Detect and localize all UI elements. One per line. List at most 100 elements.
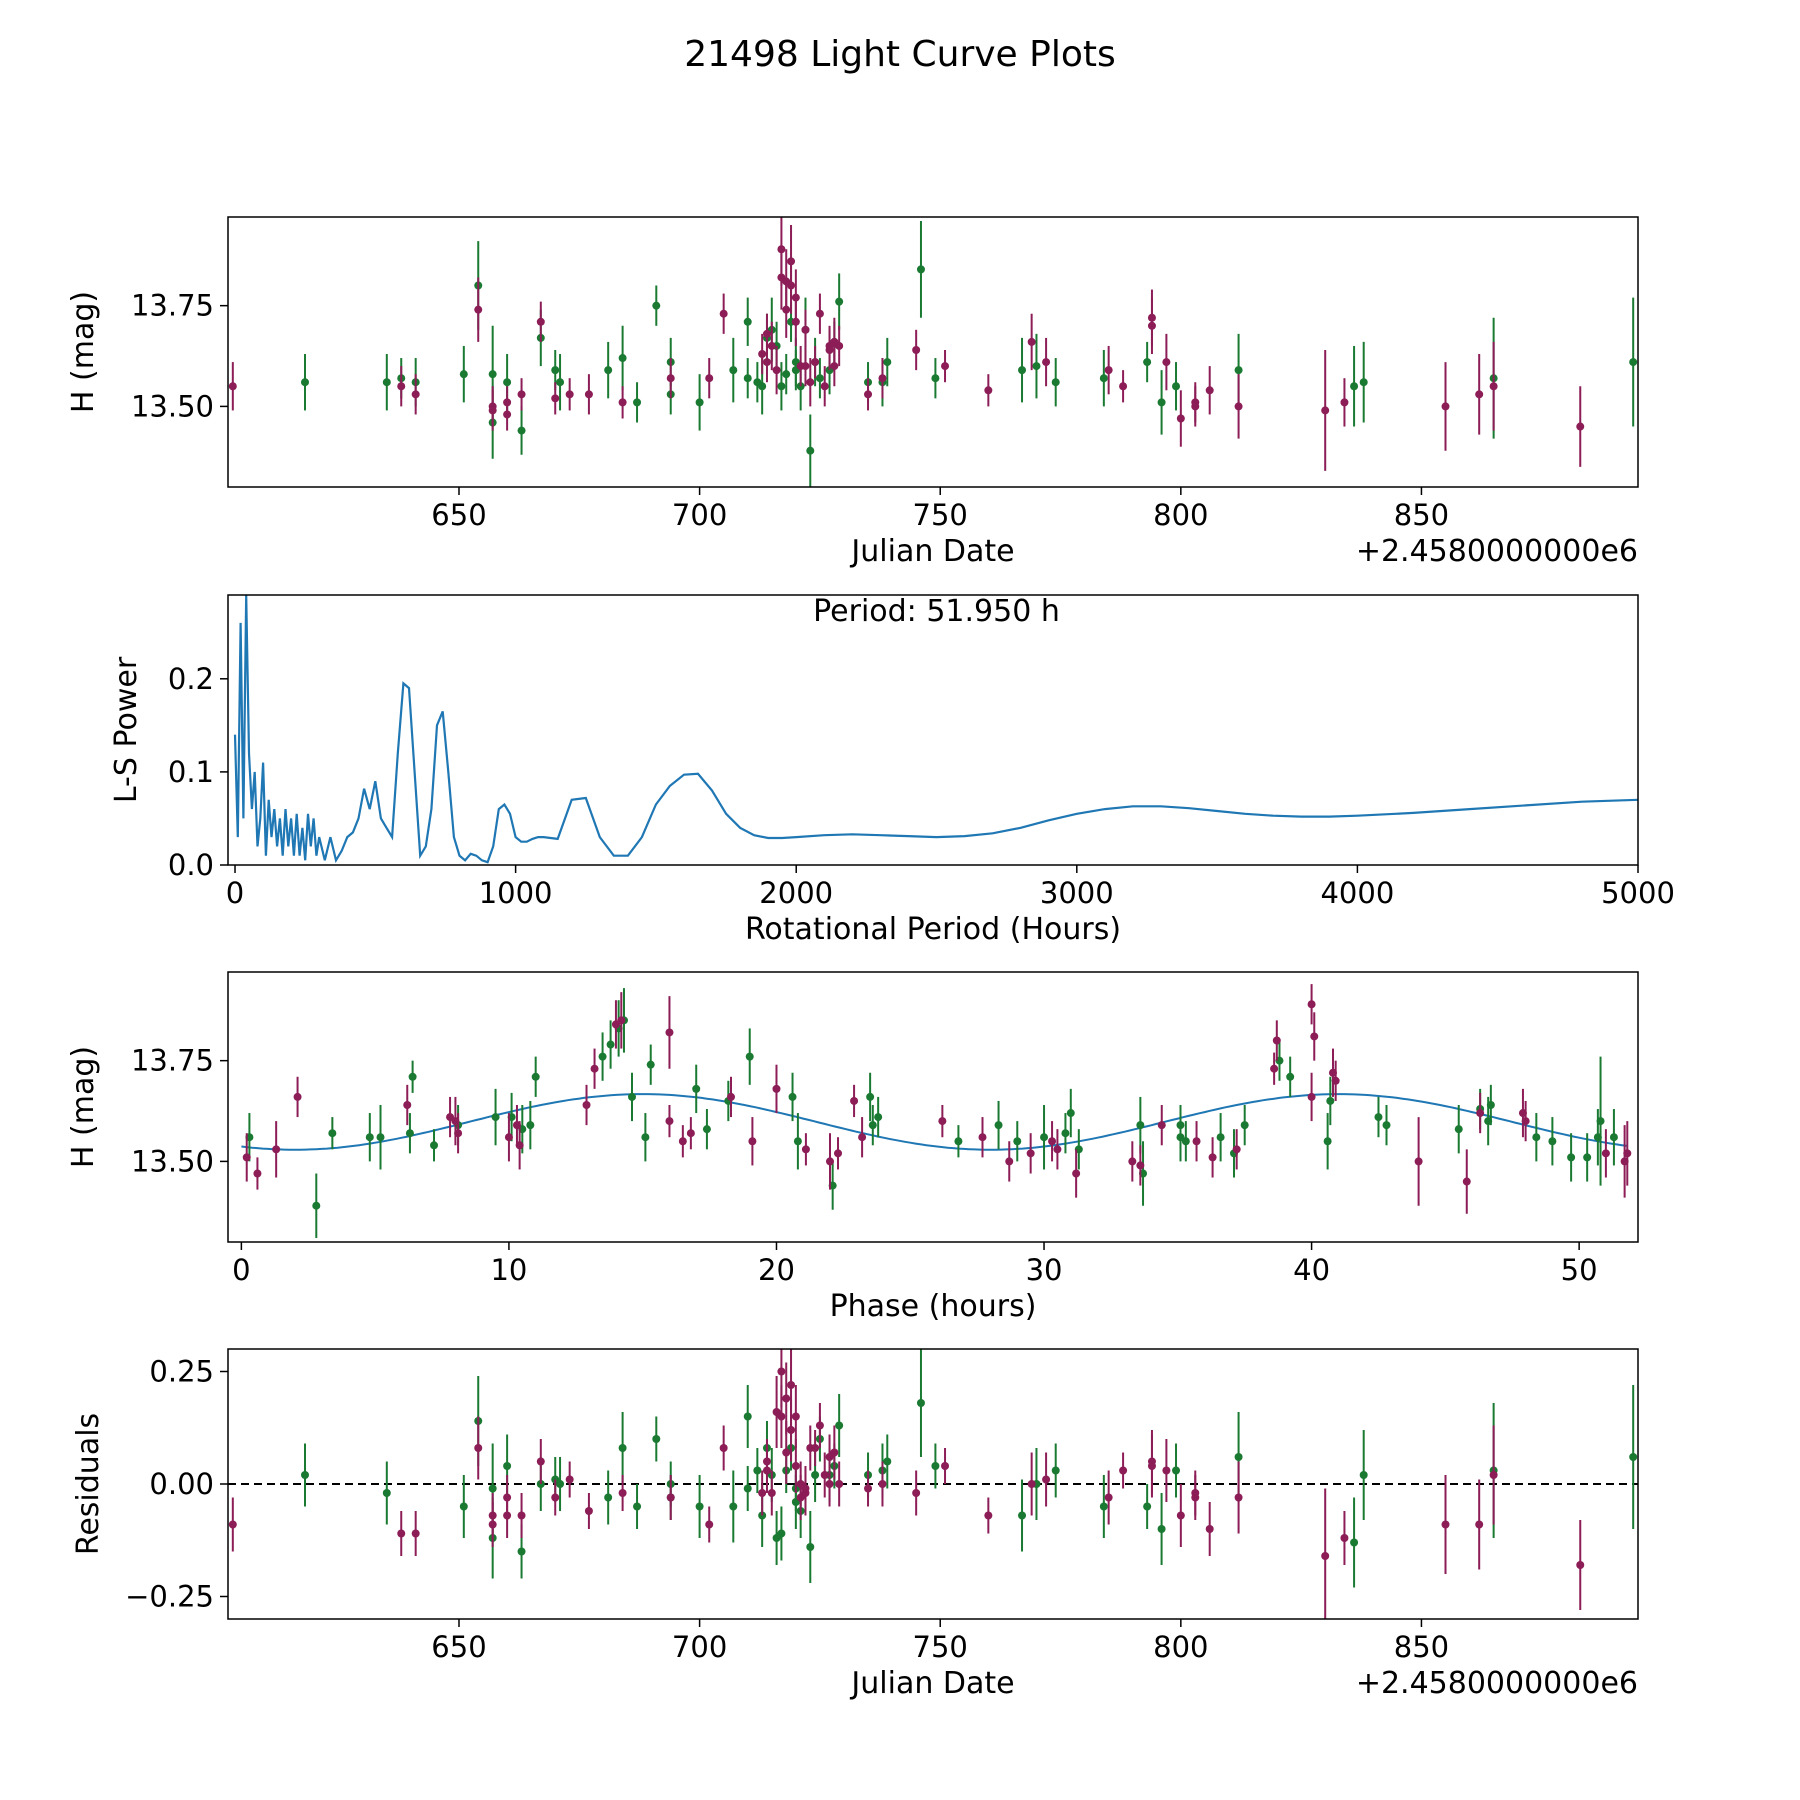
marker bbox=[1099, 1502, 1108, 1511]
x-tick-label: 0 bbox=[226, 876, 244, 910]
marker bbox=[801, 362, 810, 371]
marker bbox=[503, 1462, 512, 1470]
marker bbox=[758, 1489, 767, 1497]
data-point-magenta bbox=[984, 1497, 993, 1534]
marker bbox=[1576, 1561, 1585, 1569]
data-point-magenta bbox=[1270, 1052, 1279, 1085]
marker bbox=[300, 378, 309, 387]
marker bbox=[382, 378, 391, 387]
data-point-green bbox=[1286, 1056, 1295, 1097]
marker bbox=[850, 1096, 859, 1105]
data-point-magenta bbox=[503, 386, 512, 419]
data-point-magenta bbox=[801, 345, 810, 387]
data-point-green bbox=[1486, 1084, 1495, 1126]
data-point-green bbox=[1629, 1385, 1638, 1529]
data-point-green bbox=[382, 354, 391, 411]
data-point-green bbox=[1172, 362, 1181, 411]
data-point-magenta bbox=[791, 297, 800, 346]
data-point-magenta bbox=[488, 1502, 497, 1547]
data-point-green bbox=[491, 1088, 500, 1146]
marker bbox=[1326, 1096, 1335, 1105]
marker bbox=[1191, 1489, 1200, 1497]
data-point-green bbox=[745, 1028, 754, 1085]
marker bbox=[590, 1064, 599, 1073]
marker bbox=[729, 1502, 738, 1511]
data-point-magenta bbox=[820, 366, 829, 407]
data-point-green bbox=[1350, 1497, 1359, 1588]
y-tick-label: 0.0 bbox=[168, 848, 214, 882]
marker bbox=[782, 1394, 791, 1403]
data-point-magenta bbox=[1521, 1100, 1530, 1142]
data-point-green bbox=[815, 358, 824, 399]
marker bbox=[1609, 1133, 1618, 1142]
data-point-green bbox=[1359, 1430, 1368, 1520]
data-point-magenta bbox=[242, 1133, 251, 1182]
y-tick-label: 13.75 bbox=[131, 1044, 214, 1078]
data-point-green bbox=[702, 1109, 711, 1150]
data-point-green bbox=[1583, 1133, 1592, 1182]
marker bbox=[1104, 366, 1113, 375]
marker bbox=[793, 1137, 802, 1146]
marker bbox=[1053, 1145, 1062, 1154]
data-point-magenta bbox=[1462, 1149, 1471, 1214]
marker bbox=[1350, 1538, 1359, 1547]
data-point-green bbox=[1629, 297, 1638, 427]
marker bbox=[556, 1480, 565, 1488]
marker bbox=[618, 354, 627, 363]
data-point-magenta bbox=[397, 366, 406, 407]
marker bbox=[820, 1471, 829, 1479]
data-point-magenta bbox=[1476, 1092, 1485, 1134]
data-point-magenta bbox=[811, 345, 820, 379]
data-point-magenta bbox=[1321, 1488, 1330, 1619]
marker bbox=[705, 374, 714, 383]
y-tick-label: 0.00 bbox=[149, 1467, 214, 1501]
data-point-green bbox=[382, 1461, 391, 1525]
marker bbox=[1157, 1121, 1166, 1130]
marker bbox=[403, 1100, 412, 1109]
y-tick-label: −0.25 bbox=[125, 1580, 214, 1614]
marker bbox=[719, 1444, 728, 1452]
data-point-green bbox=[1181, 1121, 1190, 1162]
marker bbox=[820, 382, 829, 391]
marker bbox=[748, 1137, 757, 1146]
marker bbox=[228, 382, 237, 391]
marker bbox=[753, 1466, 762, 1475]
data-point-magenta bbox=[1162, 333, 1171, 391]
marker bbox=[228, 1520, 237, 1529]
marker bbox=[618, 398, 627, 407]
data-point-green bbox=[1066, 1088, 1075, 1138]
marker bbox=[782, 305, 791, 314]
marker bbox=[931, 1462, 940, 1470]
marker bbox=[806, 446, 815, 455]
marker bbox=[1532, 1133, 1541, 1142]
data-point-magenta bbox=[1072, 1149, 1081, 1198]
data-point-magenta bbox=[767, 1470, 776, 1516]
marker bbox=[938, 1117, 947, 1126]
x-tick-label: 800 bbox=[1153, 498, 1208, 532]
x-axis-label: Rotational Period (Hours) bbox=[745, 912, 1121, 947]
x-tick-label: 20 bbox=[758, 1253, 795, 1287]
marker bbox=[1307, 1092, 1316, 1101]
data-point-magenta bbox=[517, 1493, 526, 1538]
marker bbox=[686, 1129, 695, 1138]
data-point-magenta bbox=[1234, 1461, 1243, 1534]
marker bbox=[916, 1399, 925, 1407]
marker bbox=[517, 1547, 526, 1556]
data-point-magenta bbox=[719, 293, 728, 334]
marker bbox=[835, 1421, 844, 1430]
marker bbox=[503, 378, 512, 387]
data-point-green bbox=[618, 325, 627, 391]
x-tick-label: 750 bbox=[913, 498, 968, 532]
data-point-magenta bbox=[1053, 1129, 1062, 1170]
data-point-green bbox=[806, 1511, 815, 1583]
marker bbox=[293, 1092, 302, 1101]
marker bbox=[791, 1412, 800, 1421]
data-point-green bbox=[743, 358, 752, 399]
marker bbox=[883, 358, 892, 367]
marker bbox=[488, 1520, 497, 1529]
x-tick-label: 700 bbox=[672, 498, 727, 532]
marker bbox=[825, 1480, 834, 1488]
data-point-magenta bbox=[1128, 1141, 1137, 1182]
data-point-magenta bbox=[551, 1479, 560, 1516]
data-point-green bbox=[517, 406, 526, 455]
